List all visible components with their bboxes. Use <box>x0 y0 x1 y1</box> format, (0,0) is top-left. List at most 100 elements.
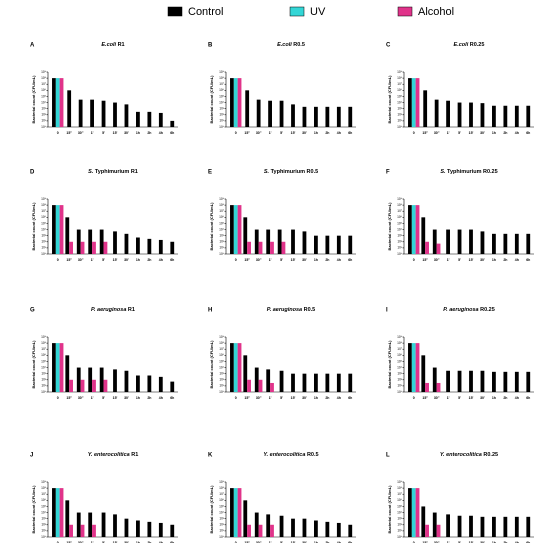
y-tick-label: 10⁵ <box>219 504 225 508</box>
x-tick-label: 2h <box>147 396 151 400</box>
bar <box>408 343 412 392</box>
bar <box>233 78 238 127</box>
x-tick-label: 30' <box>480 541 485 543</box>
x-tick-label: 2h <box>147 541 151 543</box>
x-tick-label: 5' <box>458 131 461 135</box>
bar <box>136 111 140 127</box>
x-tick-label: 1h <box>314 541 318 543</box>
x-tick-label: 1' <box>269 396 272 400</box>
bar <box>243 355 248 392</box>
panel-letter: L <box>386 453 390 459</box>
x-tick-label: 4h <box>515 396 519 400</box>
x-tick-label: 5' <box>280 541 283 543</box>
x-tick-label: 30' <box>302 396 307 400</box>
bar <box>52 488 56 537</box>
bar <box>408 205 412 254</box>
bar <box>336 373 341 392</box>
y-tick-label: 10⁹ <box>219 197 225 201</box>
legend-swatch <box>289 6 305 17</box>
bar <box>76 512 81 537</box>
y-tick-label: 10⁹ <box>219 70 225 74</box>
y-tick-label: 10⁶ <box>397 498 403 502</box>
x-tick-label: 30'' <box>256 541 262 543</box>
x-tick-label: 30' <box>124 396 129 400</box>
x-tick-label: 6h <box>526 131 530 135</box>
title-organism: E.coli <box>101 42 116 48</box>
bar <box>480 103 485 127</box>
bar <box>469 229 473 254</box>
x-tick-label: 15' <box>469 541 474 543</box>
x-tick-label: 30' <box>480 396 485 400</box>
panel-letter: E <box>208 170 212 176</box>
y-tick-label: 10¹ <box>397 246 402 250</box>
bar <box>423 90 428 127</box>
x-tick-label: 4h <box>159 396 163 400</box>
bar <box>480 516 485 537</box>
title-ratio: R1 <box>128 307 135 313</box>
y-tick-label: 10¹ <box>41 246 46 250</box>
x-tick-label: 5' <box>102 541 105 543</box>
panel-letter: D <box>30 170 35 176</box>
y-tick-label: 10⁰ <box>219 252 225 256</box>
y-tick-label: 10⁹ <box>41 335 47 339</box>
title-organism: P. aeruginosa <box>91 307 126 313</box>
bar <box>434 99 439 127</box>
bar <box>421 217 426 254</box>
bar <box>80 524 85 537</box>
x-tick-label: 30'' <box>256 258 262 262</box>
x-tick-label: 1' <box>447 258 450 262</box>
y-tick-label: 10⁴ <box>41 510 47 514</box>
bar <box>503 516 508 537</box>
x-tick-label: 4h <box>337 258 341 262</box>
x-tick-label: 15' <box>113 258 118 262</box>
y-tick-label: 10⁶ <box>219 88 225 92</box>
bar <box>503 233 508 254</box>
x-tick-label: 30'' <box>256 396 262 400</box>
bar <box>80 379 85 392</box>
x-tick-label: 30'' <box>78 541 84 543</box>
bar <box>514 371 519 392</box>
y-tick-label: 10¹ <box>41 529 46 533</box>
bar <box>254 229 259 254</box>
y-tick-label: 10³ <box>397 372 402 376</box>
y-tick-label: 10⁵ <box>219 221 225 225</box>
bar <box>492 233 496 254</box>
x-tick-label: 15'' <box>244 541 250 543</box>
bar <box>314 373 318 392</box>
y-axis-label: Bacterial count (CFU/mL) <box>387 75 392 124</box>
bar <box>314 106 318 127</box>
x-tick-label: 4h <box>515 258 519 262</box>
bar <box>336 235 341 254</box>
x-tick-label: 1' <box>447 541 450 543</box>
y-tick-label: 10⁸ <box>41 203 47 207</box>
x-tick-label: 0 <box>235 258 237 262</box>
x-tick-label: 15'' <box>422 258 428 262</box>
bar <box>103 241 108 254</box>
panel-title: Y. enterocolitica R0.25 <box>440 452 498 458</box>
x-tick-label: 5' <box>102 131 105 135</box>
x-tick-label: 6h <box>170 541 174 543</box>
bar <box>237 488 242 537</box>
y-tick-label: 10² <box>397 240 402 244</box>
bar <box>314 520 318 537</box>
bar <box>425 382 429 392</box>
y-tick-label: 10⁰ <box>397 535 403 539</box>
bar <box>411 78 416 127</box>
bar <box>147 238 152 254</box>
bar <box>59 488 64 537</box>
bar <box>99 229 104 254</box>
bar <box>67 90 72 127</box>
y-tick-label: 10⁹ <box>219 480 225 484</box>
x-tick-label: 15' <box>291 541 296 543</box>
title-ratio: Typhimurium R0.25 <box>447 169 498 175</box>
title-organism: S. <box>264 169 270 175</box>
bar <box>415 78 420 127</box>
y-tick-label: 10⁴ <box>41 100 47 104</box>
bar <box>266 514 271 537</box>
bar <box>514 233 519 254</box>
y-tick-label: 10⁴ <box>219 510 225 514</box>
y-tick-label: 10⁰ <box>397 252 403 256</box>
y-tick-label: 10¹ <box>397 119 402 123</box>
y-tick-label: 10⁰ <box>41 125 47 129</box>
